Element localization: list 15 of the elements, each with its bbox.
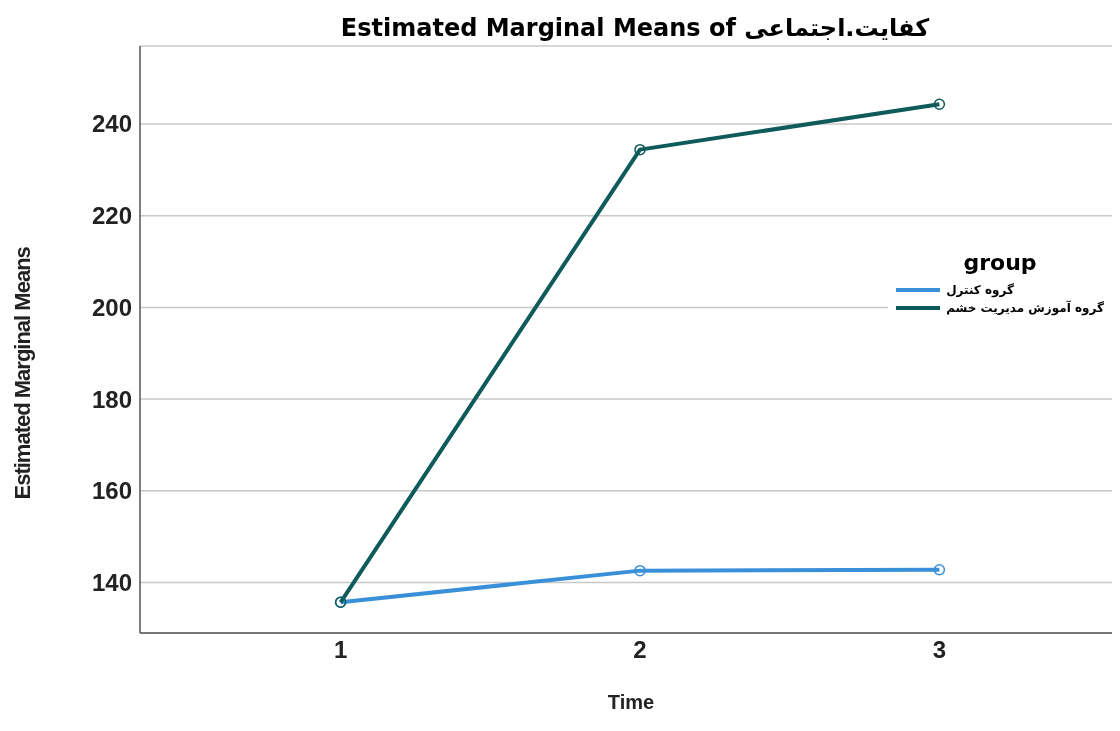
y-axis-title: Estimated Marginal Means: [9, 246, 35, 500]
y-tick-label: 160: [91, 477, 132, 505]
y-tick-label: 180: [91, 385, 132, 413]
x-tick-label: 3: [932, 636, 947, 664]
legend-label: گروه آموزش مدیریت خشم: [946, 301, 1104, 315]
y-tick-label: 140: [91, 569, 132, 597]
legend-label: گروه کنترل: [946, 283, 1014, 297]
legend-title: group: [962, 250, 1038, 275]
x-axis-title: Time: [607, 691, 655, 713]
y-tick-label: 220: [91, 202, 132, 230]
y-tick-label: 200: [91, 293, 132, 321]
y-tick-label: 240: [91, 110, 132, 138]
x-tick-label: 1: [333, 636, 348, 664]
chart-title: Estimated Marginal Means of کفایت.اجتماعی: [339, 14, 931, 42]
x-tick-label: 2: [633, 636, 647, 664]
